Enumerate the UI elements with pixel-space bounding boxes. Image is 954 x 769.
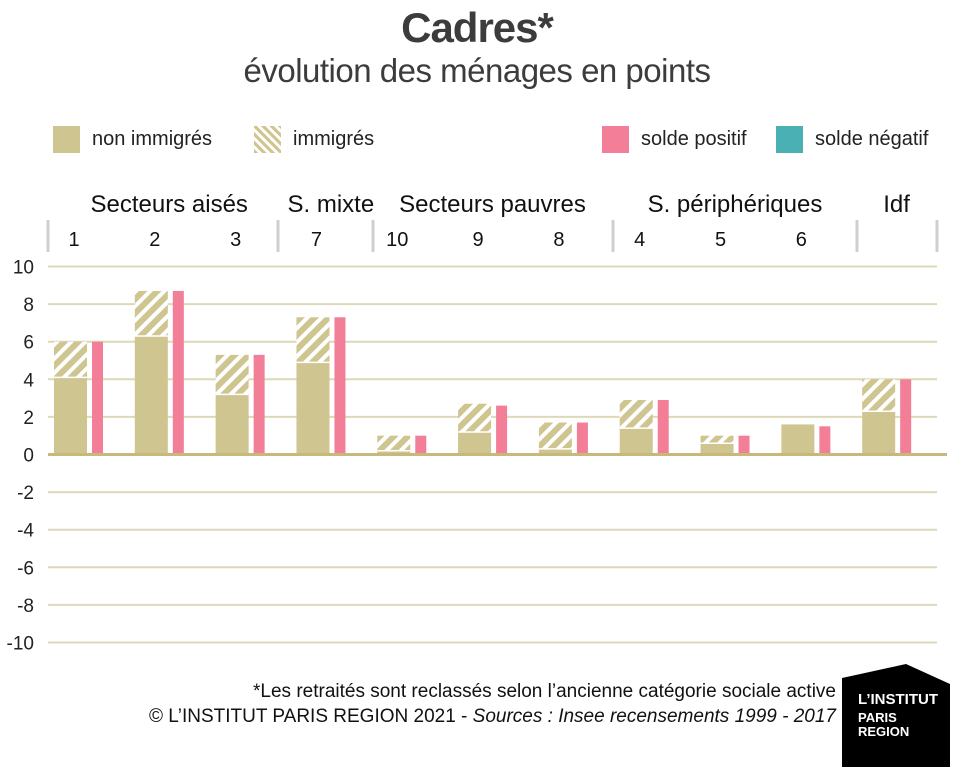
legend-swatch-solde-negatif xyxy=(776,125,803,153)
bar-non-immigres xyxy=(377,450,411,455)
bar-immigres xyxy=(377,435,411,451)
y-tick-label: -4 xyxy=(17,521,34,542)
bar-non-immigres xyxy=(781,424,815,455)
legend-item-solde-positif: solde positif xyxy=(602,124,747,154)
category-label: 10 xyxy=(386,229,408,251)
category-label: 1 xyxy=(68,229,79,251)
bar-solde-positif xyxy=(738,435,750,455)
bar-immigres xyxy=(296,317,330,363)
chart-subtitle: évolution des ménages en points xyxy=(243,52,712,89)
bar-solde-positif xyxy=(657,399,669,455)
legend-swatch-immigres xyxy=(254,125,281,153)
logo-text: L’INSTITUT PARIS REGION xyxy=(858,692,938,738)
bar-immigres xyxy=(134,290,168,337)
credit-prefix: © L’INSTITUT PARIS REGION 2021 - xyxy=(148,706,473,727)
grid-layer: 10 8 6 4 2 0 -2 -4 -6 -8 -10 xyxy=(7,258,937,655)
legend-item-solde-negatif: solde négatif xyxy=(776,124,928,154)
bar-immigres xyxy=(458,403,492,432)
bar-immigres xyxy=(54,341,87,378)
bars-layer xyxy=(54,290,912,455)
logo-line-3: REGION xyxy=(858,724,910,739)
y-tick-label: -2 xyxy=(17,483,34,504)
category-label: 2 xyxy=(149,229,160,251)
bar-solde-positif xyxy=(172,290,184,455)
legend-item-non-immigres: non immigrés xyxy=(53,124,212,154)
legend-label-solde-positif: solde positif xyxy=(641,127,747,150)
bar-chart: 10 8 6 4 2 0 -2 -4 -6 -8 -10 Secteurs aisés S. mixt… xyxy=(7,191,947,655)
bar-non-immigres xyxy=(619,428,653,455)
bar-non-immigres xyxy=(458,431,492,455)
group-label: Idf xyxy=(883,191,910,218)
legend-label-solde-negatif: solde négatif xyxy=(815,127,929,150)
bar-solde-positif xyxy=(819,426,831,455)
bar-non-immigres xyxy=(134,336,168,455)
category-header: Secteurs aisés S. mixte Secteurs pauvres S.… xyxy=(46,191,939,252)
y-tick-label: 6 xyxy=(23,333,34,354)
logo-line-2: PARIS xyxy=(858,710,897,725)
logo-line-1: L’INSTITUT xyxy=(858,691,938,708)
chart-title: Cadres* xyxy=(401,4,554,51)
category-label: 4 xyxy=(634,229,645,251)
bar-immigres xyxy=(700,435,734,444)
y-tick-label: 10 xyxy=(13,258,34,279)
bar-non-immigres xyxy=(296,362,330,455)
bar-solde-positif xyxy=(334,317,346,455)
group-label: Secteurs pauvres xyxy=(399,191,586,218)
bar-non-immigres xyxy=(862,411,896,455)
bar-immigres xyxy=(862,379,896,412)
y-tick-label: 4 xyxy=(23,370,34,391)
category-label: 5 xyxy=(715,229,726,251)
bar-immigres xyxy=(538,422,572,449)
category-label: 3 xyxy=(230,229,241,251)
legend-swatch-non-immigres xyxy=(53,125,80,153)
group-label: S. périphériques xyxy=(648,191,823,218)
y-tick-label: 2 xyxy=(23,408,34,429)
credit: © L’INSTITUT PARIS REGION 2021 - Sources… xyxy=(149,706,836,728)
group-label: Secteurs aisés xyxy=(91,191,248,218)
credit-sources: Sources : Insee recensements 1999 - 2017 xyxy=(472,706,836,727)
y-tick-label: -8 xyxy=(17,596,34,617)
legend-label-non-immigres: non immigrés xyxy=(92,127,213,150)
bar-non-immigres xyxy=(54,377,87,455)
bar-non-immigres xyxy=(215,394,249,455)
legend-label-immigres: immigrés xyxy=(293,127,375,150)
group-label: S. mixte xyxy=(288,191,375,218)
bar-solde-positif xyxy=(576,422,588,455)
bar-solde-positif xyxy=(496,405,508,455)
bar-non-immigres xyxy=(700,443,734,455)
bar-solde-positif xyxy=(415,435,427,455)
bar-solde-positif xyxy=(900,379,912,455)
institut-logo xyxy=(842,664,950,767)
bar-solde-positif xyxy=(92,341,103,455)
y-tick-label: -10 xyxy=(7,634,34,655)
bar-solde-positif xyxy=(253,354,265,455)
y-tick-label: -6 xyxy=(17,558,34,579)
category-label: 6 xyxy=(796,229,807,251)
footnote: *Les retraités sont reclassés selon l’an… xyxy=(253,681,836,702)
category-label: 9 xyxy=(473,229,484,251)
legend-item-immigres: immigrés xyxy=(254,124,374,154)
y-tick-label: 8 xyxy=(23,295,34,316)
bar-immigres xyxy=(619,399,653,429)
category-label: 7 xyxy=(311,229,322,251)
bar-immigres xyxy=(215,354,249,395)
category-label: 8 xyxy=(553,229,564,251)
bar-non-immigres xyxy=(538,448,572,455)
y-tick-label: 0 xyxy=(23,446,34,467)
legend-swatch-solde-positif xyxy=(602,125,629,153)
